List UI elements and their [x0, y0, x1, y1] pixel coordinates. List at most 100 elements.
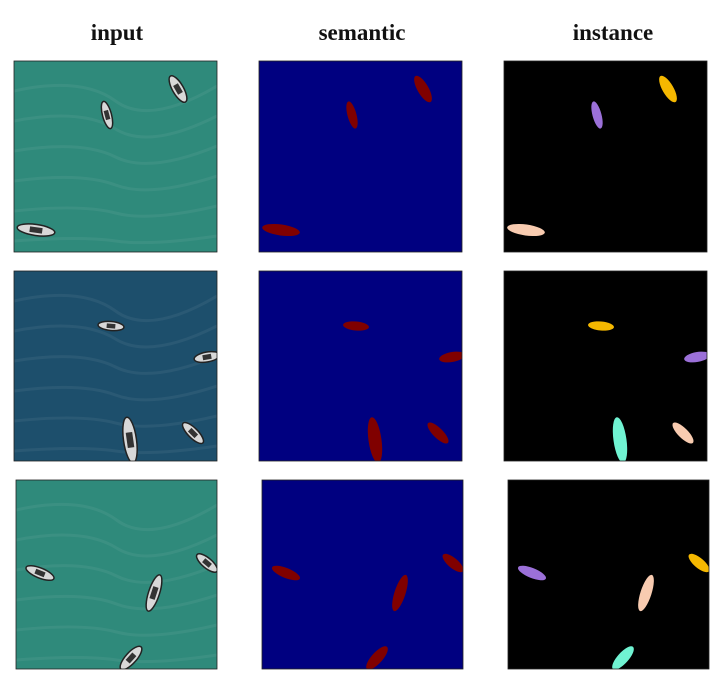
panel-background [259, 271, 462, 461]
image-panel [259, 271, 462, 461]
panel-border [13, 60, 218, 253]
water-texture [14, 114, 217, 139]
panel-border [507, 479, 710, 670]
boat-mask [659, 75, 677, 103]
water-texture [14, 83, 217, 113]
water-texture [14, 384, 217, 402]
boat-mask [517, 565, 547, 581]
boat [181, 421, 205, 445]
boat [366, 646, 388, 669]
boat [367, 417, 383, 461]
boat-mask [507, 223, 545, 237]
boat-cabin [106, 323, 116, 329]
boat [343, 321, 369, 331]
panel-border [13, 270, 218, 462]
boat-cabin [149, 586, 159, 600]
water-texture [14, 324, 217, 349]
boat [688, 553, 709, 573]
boat [97, 320, 125, 332]
boat-cabin [202, 353, 212, 361]
boat [271, 565, 301, 581]
boat [168, 74, 188, 104]
water-texture [16, 502, 217, 532]
panel-border [503, 270, 708, 462]
boat-mask [684, 351, 707, 363]
boat [145, 574, 163, 612]
image-panel [259, 61, 462, 252]
boat [100, 100, 114, 130]
image-panel [262, 480, 463, 669]
water-texture [14, 204, 217, 218]
boat-cabin [125, 431, 135, 449]
boat-mask [366, 646, 388, 669]
boat-cabin [103, 109, 111, 121]
panel-border [261, 479, 464, 670]
panel-background [504, 271, 707, 461]
panel-border [15, 479, 218, 670]
image-panel [504, 61, 707, 252]
boat-mask [591, 101, 603, 129]
boat [638, 574, 654, 612]
boat [672, 422, 694, 444]
image-panel [14, 271, 217, 461]
boat [427, 422, 449, 444]
boat [612, 646, 634, 669]
boat-mask [672, 422, 694, 444]
boat-mask [346, 101, 358, 129]
boat [414, 75, 432, 103]
boat [392, 574, 408, 612]
boat-mask [612, 646, 634, 669]
panels [13, 60, 710, 670]
image-panel [508, 480, 709, 669]
boat-mask [427, 422, 449, 444]
boat-mask [442, 553, 463, 573]
water-texture [14, 444, 217, 455]
boat [684, 351, 707, 363]
panel-border [503, 60, 708, 253]
column-title: semantic [319, 20, 406, 45]
boat-mask [638, 574, 654, 612]
boat-mask [392, 574, 408, 612]
column-title: input [91, 20, 144, 45]
boat-mask [588, 321, 614, 331]
boat [193, 350, 217, 364]
panel-border [258, 60, 463, 253]
boat-mask [688, 553, 709, 573]
boat [262, 223, 300, 237]
boat [346, 101, 358, 129]
boat-cabin [202, 558, 212, 568]
boat [612, 417, 628, 461]
water-texture [16, 533, 217, 558]
column-title: instance [573, 20, 654, 45]
boat-cabin [187, 427, 199, 439]
boat [507, 223, 545, 237]
boat-cabin [173, 83, 183, 95]
boat-cabin [125, 652, 137, 664]
water-texture [16, 623, 217, 637]
boat-mask [367, 417, 383, 461]
boat-mask [414, 75, 432, 103]
boat-mask [343, 321, 369, 331]
water-texture [16, 563, 217, 584]
water-texture [16, 593, 217, 611]
boat-mask [612, 417, 628, 461]
water-texture [14, 234, 217, 245]
boat-mask [271, 565, 301, 581]
image-panel [14, 61, 217, 252]
image-panel [504, 271, 707, 461]
boat-mask [262, 223, 300, 237]
boat [122, 416, 138, 461]
water-texture [14, 354, 217, 375]
boat [517, 565, 547, 581]
image-panel [16, 480, 217, 669]
boat-cabin [34, 568, 46, 578]
water-texture [16, 653, 217, 664]
panel-background [259, 61, 462, 252]
boat [659, 75, 677, 103]
water-texture [14, 174, 217, 192]
boat [439, 351, 462, 363]
water-texture [14, 144, 217, 165]
boat [16, 223, 56, 237]
boat [119, 645, 143, 669]
